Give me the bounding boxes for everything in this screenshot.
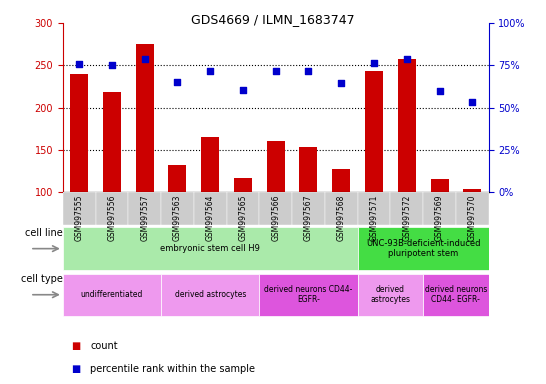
Text: GSM997555: GSM997555 (75, 195, 84, 241)
Bar (423, 192, 456, 225)
Text: GSM997568: GSM997568 (337, 195, 346, 241)
Bar (128, 192, 161, 225)
Text: count: count (90, 341, 118, 351)
Text: GDS4669 / ILMN_1683747: GDS4669 / ILMN_1683747 (191, 13, 355, 26)
Bar (63, 192, 96, 225)
Bar (96, 192, 128, 225)
Text: ■: ■ (71, 364, 80, 374)
Bar (234, 179, 252, 192)
Bar (161, 273, 259, 316)
Bar (168, 165, 187, 192)
Text: GSM997570: GSM997570 (468, 195, 477, 241)
Text: GSM997565: GSM997565 (239, 195, 247, 241)
Bar (358, 227, 489, 270)
Point (304, 68, 313, 74)
Text: GSM997557: GSM997557 (140, 195, 149, 241)
Text: percentile rank within the sample: percentile rank within the sample (90, 364, 255, 374)
Bar (63, 273, 161, 316)
Text: derived neurons CD44-
EGFR-: derived neurons CD44- EGFR- (264, 285, 353, 305)
Text: undifferentiated: undifferentiated (81, 290, 143, 299)
Text: GSM997563: GSM997563 (173, 195, 182, 241)
Bar (456, 192, 489, 225)
Bar (259, 192, 292, 225)
Bar (430, 179, 449, 192)
Bar (292, 192, 325, 225)
Bar (63, 227, 358, 270)
Bar (299, 147, 317, 192)
Text: GSM997556: GSM997556 (108, 195, 116, 241)
Text: cell line: cell line (25, 228, 63, 238)
Bar (266, 141, 285, 192)
Text: GSM997567: GSM997567 (304, 195, 313, 241)
Point (468, 99, 477, 106)
Point (337, 80, 346, 86)
Point (435, 88, 444, 94)
Bar (332, 169, 351, 192)
Bar (194, 192, 227, 225)
Text: derived
astrocytes: derived astrocytes (370, 285, 411, 305)
Text: GSM997571: GSM997571 (370, 195, 378, 241)
Bar (161, 192, 194, 225)
Text: UNC-93B-deficient-induced
pluripotent stem: UNC-93B-deficient-induced pluripotent st… (366, 239, 480, 258)
Text: GSM997572: GSM997572 (402, 195, 411, 241)
Text: GSM997566: GSM997566 (271, 195, 280, 241)
Text: cell type: cell type (21, 274, 63, 284)
Text: GSM997569: GSM997569 (435, 195, 444, 241)
Point (402, 56, 411, 63)
Bar (103, 92, 121, 192)
Text: ■: ■ (71, 341, 80, 351)
Text: derived astrocytes: derived astrocytes (175, 290, 246, 299)
Bar (136, 44, 154, 192)
Bar (325, 192, 358, 225)
Bar (397, 58, 416, 192)
Bar (227, 192, 259, 225)
Bar (365, 71, 383, 192)
Text: derived neurons
CD44- EGFR-: derived neurons CD44- EGFR- (425, 285, 487, 305)
Point (271, 68, 280, 74)
Bar (70, 74, 88, 192)
Point (140, 55, 149, 61)
Point (239, 87, 247, 93)
Point (370, 60, 378, 66)
Text: GSM997564: GSM997564 (206, 195, 215, 241)
Point (173, 79, 182, 85)
Bar (259, 273, 358, 316)
Text: embryonic stem cell H9: embryonic stem cell H9 (161, 244, 260, 253)
Point (75, 61, 84, 68)
Bar (463, 189, 482, 192)
Point (206, 68, 215, 74)
Bar (423, 273, 489, 316)
Point (108, 62, 116, 68)
Bar (390, 192, 423, 225)
Bar (201, 137, 219, 192)
Bar (358, 273, 423, 316)
Bar (358, 192, 390, 225)
